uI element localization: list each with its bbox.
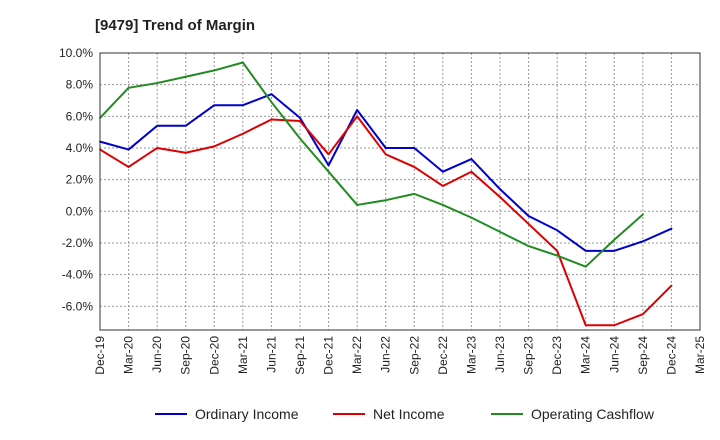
legend-label: Operating Cashflow [531, 406, 655, 422]
x-tick-label: Mar-21 [236, 336, 250, 374]
x-tick-label: Jun-24 [607, 336, 621, 373]
y-tick-label: 4.0% [66, 141, 94, 155]
series-line-ordinary-income [99, 93, 673, 252]
plot-frame [99, 52, 701, 331]
x-tick-label: Sep-22 [407, 336, 421, 375]
chart-title: [9479] Trend of Margin [95, 17, 255, 34]
x-tick-label: Mar-24 [579, 336, 593, 374]
legend-item: Operating Cashflow [491, 406, 655, 422]
series-line-operating-cashflow [99, 61, 644, 268]
x-tick-label: Sep-24 [636, 336, 650, 375]
y-tick-label: 8.0% [66, 78, 94, 92]
axis-layer: 10.0% 8.0% 6.0% 4.0% 2.0% 0.0% -2.0% -4.0% -6.0%… [59, 46, 707, 375]
legend-label: Ordinary Income [195, 406, 299, 422]
y-tick-label: 10.0% [59, 46, 93, 60]
x-tick-label: Jun-22 [379, 336, 393, 373]
x-tick-label: Mar-23 [464, 336, 478, 374]
y-tick-label: -6.0% [62, 299, 94, 313]
x-tick-label: Mar-20 [122, 336, 136, 374]
y-tick-label: -2.0% [62, 236, 94, 250]
x-tick-label: Sep-21 [293, 336, 307, 375]
x-tick-label: Dec-23 [550, 336, 564, 375]
legend-item: Net Income [333, 406, 445, 422]
grid-layer [99, 52, 701, 330]
y-tick-label: 0.0% [66, 204, 94, 218]
x-tick-label: Jun-20 [150, 336, 164, 373]
plot-area [100, 53, 700, 330]
legend-label: Net Income [373, 406, 445, 422]
legend-item: Ordinary Income [155, 406, 299, 422]
x-tick-label: Dec-19 [93, 336, 107, 375]
x-tick-label: Dec-24 [664, 336, 678, 375]
x-tick-label: Dec-22 [436, 336, 450, 375]
x-tick-label: Mar-25 [693, 336, 707, 374]
x-tick-label: Jun-23 [493, 336, 507, 373]
series-line-net-income [99, 115, 673, 327]
x-tick-label: Sep-20 [179, 336, 193, 375]
x-tick-label: Dec-20 [207, 336, 221, 375]
y-tick-label: 6.0% [66, 109, 94, 123]
legend: Ordinary Income Net Income Operating Cashf… [155, 406, 655, 422]
x-tick-label: Sep-23 [522, 336, 536, 375]
x-tick-label: Mar-22 [350, 336, 364, 374]
x-tick-label: Jun-21 [264, 336, 278, 373]
y-tick-label: 2.0% [66, 173, 94, 187]
series-layer [99, 61, 673, 327]
y-tick-label: -4.0% [62, 268, 94, 282]
x-tick-label: Dec-21 [322, 336, 336, 375]
